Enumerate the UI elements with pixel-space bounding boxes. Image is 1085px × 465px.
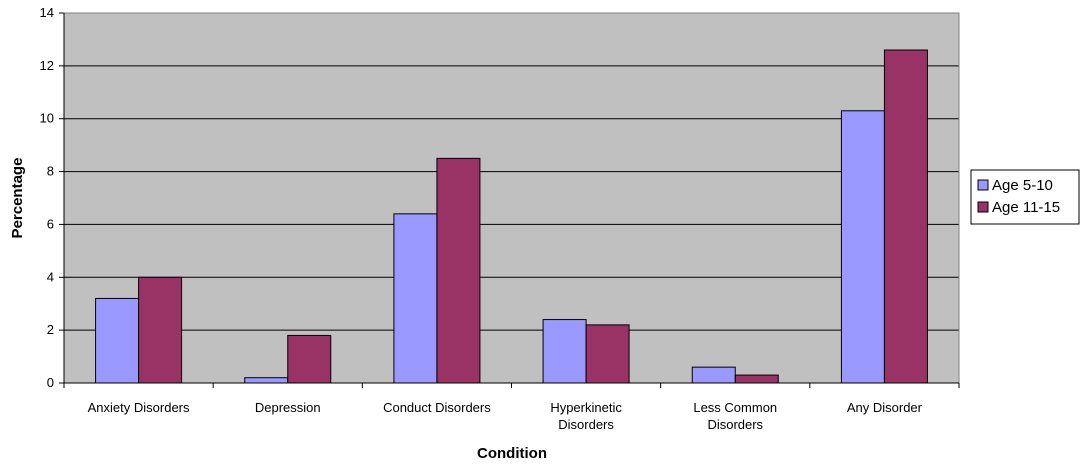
y-tick-label: 14 bbox=[40, 5, 54, 20]
legend: Age 5-10 Age 11-15 bbox=[970, 169, 1080, 225]
x-tick-label-line: Hyperkinetic bbox=[550, 400, 622, 415]
bar bbox=[542, 319, 587, 384]
y-tick-label: 2 bbox=[47, 322, 54, 337]
y-tick-label: 0 bbox=[47, 375, 54, 390]
bar bbox=[393, 213, 438, 384]
x-tick-label: Anxiety Disorders bbox=[88, 400, 190, 415]
x-tick-label-line: Conduct Disorders bbox=[383, 400, 491, 415]
bar bbox=[883, 49, 928, 384]
bar bbox=[691, 366, 736, 384]
x-tick-label: Hyperkinetic Disorders bbox=[550, 400, 622, 432]
x-tick-label-line: Less Common bbox=[693, 400, 777, 415]
x-tick-label-line: Anxiety Disorders bbox=[88, 400, 190, 415]
bar bbox=[287, 334, 332, 384]
x-tick-label-line: Disorders bbox=[558, 417, 614, 432]
x-tick-label-line: Depression bbox=[255, 400, 321, 415]
bar bbox=[734, 374, 779, 384]
bar bbox=[585, 324, 630, 384]
x-axis-title: Condition bbox=[477, 445, 547, 462]
legend-box bbox=[970, 169, 1080, 225]
y-tick-label: 6 bbox=[47, 216, 54, 231]
legend-label: Age 5-10 bbox=[992, 177, 1053, 194]
bar bbox=[244, 377, 289, 384]
x-tick-label: Any Disorder bbox=[847, 400, 923, 415]
y-tick-label: 10 bbox=[40, 111, 54, 126]
legend-swatch bbox=[977, 201, 989, 213]
y-tick-label: 8 bbox=[47, 164, 54, 179]
plot-area: 0 2 4 6 8 10 12 14 Anxiety Disorders Depression Co… bbox=[40, 5, 960, 432]
bar bbox=[436, 157, 481, 384]
y-tick-label: 4 bbox=[47, 269, 54, 284]
x-tick-label: Conduct Disorders bbox=[383, 400, 491, 415]
bar bbox=[138, 276, 183, 384]
plot-background bbox=[64, 13, 959, 383]
bar bbox=[840, 110, 885, 384]
x-tick-label: Less Common Disorders bbox=[693, 400, 777, 432]
x-tick-label-line: Any Disorder bbox=[847, 400, 923, 415]
legend-swatch bbox=[977, 179, 989, 191]
y-tick-label: 12 bbox=[40, 58, 54, 73]
y-axis-title: Percentage bbox=[9, 158, 26, 239]
legend-label: Age 11-15 bbox=[992, 199, 1060, 216]
x-tick-label: Depression bbox=[255, 400, 321, 415]
x-tick-label-line: Disorders bbox=[707, 417, 763, 432]
bar bbox=[95, 297, 140, 384]
